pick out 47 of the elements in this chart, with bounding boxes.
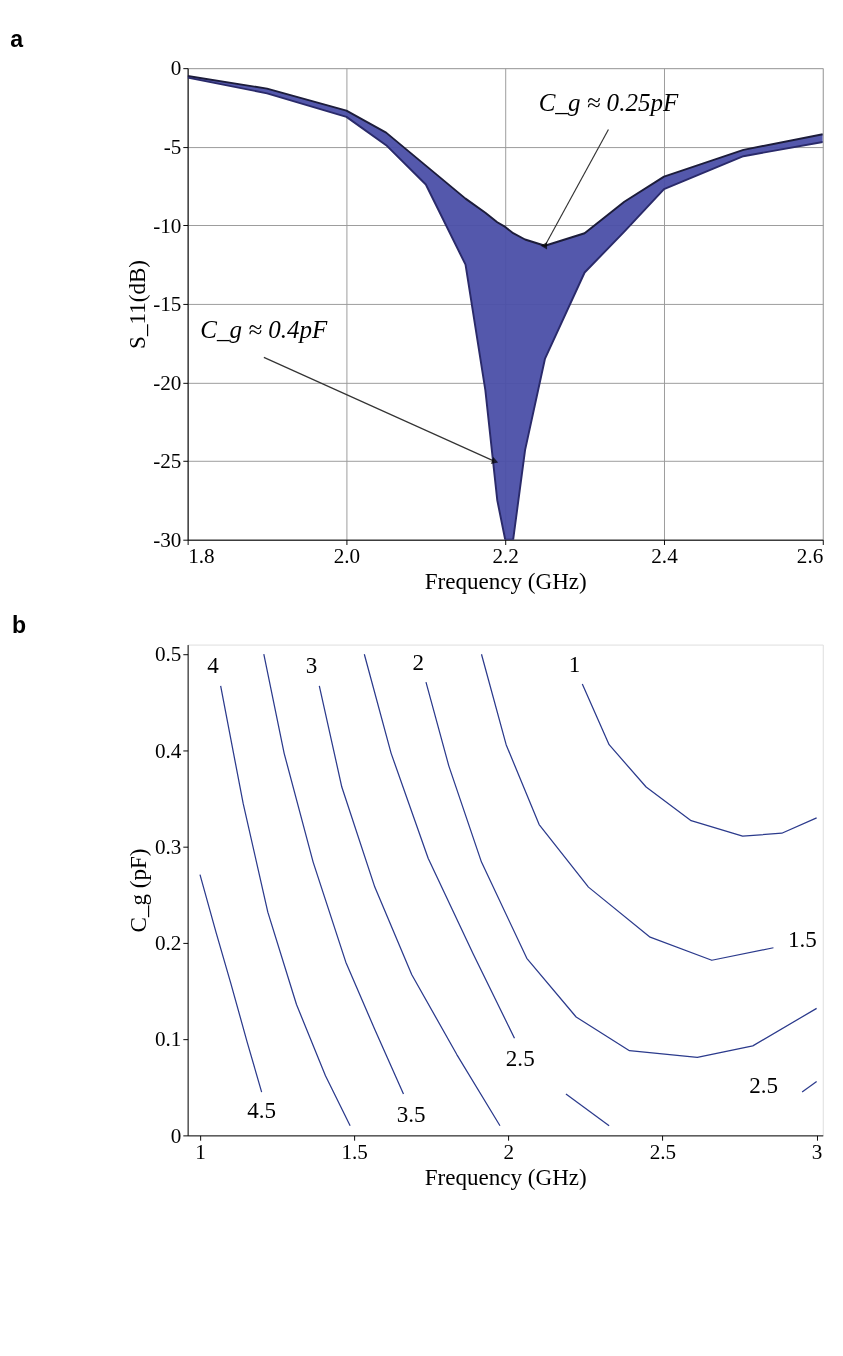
series-label: 1.5	[787, 925, 817, 952]
line-series	[581, 683, 818, 837]
series-label: 1	[568, 650, 581, 677]
y-tick-label: -5	[163, 134, 182, 159]
series-label: 2.5	[749, 1072, 779, 1099]
series-label: 2	[412, 648, 425, 675]
series-label: 3.5	[396, 1100, 426, 1127]
annotation: C_g ≈ 0.25pF	[538, 88, 679, 116]
y-tick-label: -15	[153, 292, 182, 317]
series-label: 4	[207, 652, 220, 679]
x-tick-label: 2.4	[651, 544, 679, 569]
x-tick-label: 3	[811, 1139, 823, 1164]
line-series	[263, 653, 405, 1095]
y-axis-title: S_11(dB)	[123, 259, 150, 349]
y-tick-label: 0	[170, 56, 182, 81]
chart-title: a	[10, 26, 24, 52]
x-tick-label: 1.5	[341, 1139, 368, 1164]
series-label: 4.5	[247, 1097, 277, 1124]
x-tick-label: 1	[195, 1139, 206, 1164]
x-tick-label: 1.8	[188, 544, 215, 569]
series-label: 3	[305, 652, 318, 679]
y-tick-label: 0.1	[154, 1027, 182, 1052]
x-tick-label: 2.6	[796, 544, 824, 569]
x-axis-title: Frequency (GHz)	[424, 568, 587, 595]
y-tick-label: -20	[153, 370, 182, 395]
line-series	[220, 685, 351, 1127]
x-axis-title: Frequency (GHz)	[424, 1163, 587, 1190]
y-tick-label: 0.5	[154, 642, 182, 667]
line-series	[199, 873, 263, 1093]
x-tick-label: 2.0	[333, 544, 361, 569]
annotation: C_g ≈ 0.4pF	[200, 316, 329, 344]
y-tick-label: -10	[153, 213, 182, 238]
x-tick-label: 2.5	[649, 1139, 677, 1164]
chart-title: b	[12, 612, 27, 639]
x-tick-label: 2	[503, 1139, 515, 1164]
y-tick-label: 0.2	[154, 931, 182, 956]
y-axis-title: C_g (pF)	[125, 848, 152, 933]
y-tick-label: -25	[153, 449, 182, 474]
line-series	[318, 685, 501, 1127]
x-tick-label: 2.2	[492, 544, 519, 569]
y-tick-label: 0.4	[154, 738, 182, 763]
y-tick-label: -30	[153, 527, 182, 552]
y-tick-label: 0.3	[154, 834, 182, 859]
series-label: 2.5	[505, 1045, 535, 1072]
y-tick-label: 0	[170, 1123, 182, 1148]
line-series	[363, 653, 516, 1039]
line-series	[480, 653, 775, 961]
